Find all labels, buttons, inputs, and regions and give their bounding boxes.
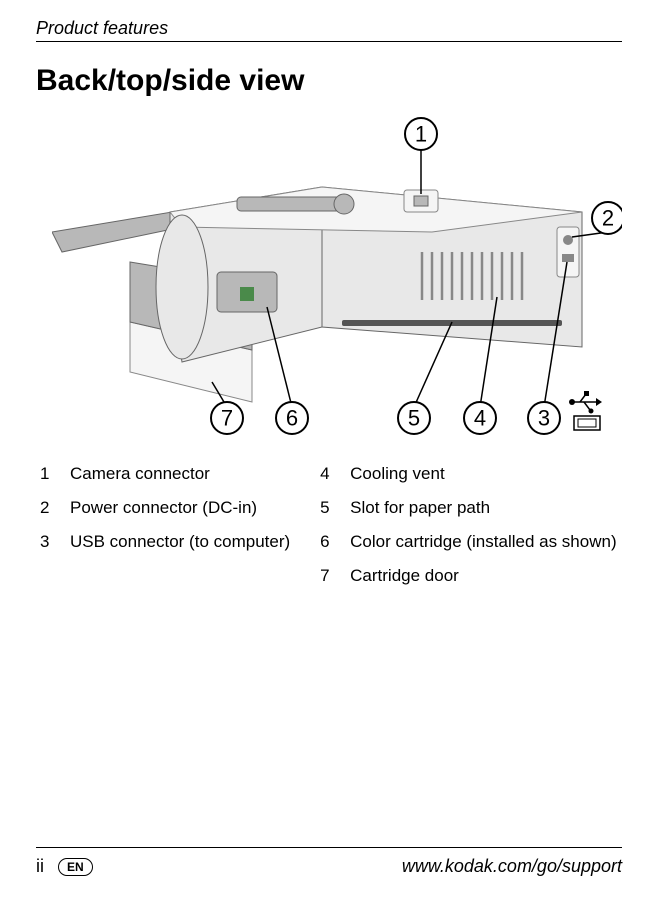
lang-badge: EN xyxy=(58,858,93,876)
legend-num: 6 xyxy=(320,532,332,552)
legend-label: USB connector (to computer) xyxy=(70,532,290,552)
legend-label: Color cartridge (installed as shown) xyxy=(350,532,616,552)
legend-item: 6 Color cartridge (installed as shown) xyxy=(320,532,616,552)
legend: 1 Camera connector 2 Power connector (DC… xyxy=(36,464,622,586)
footer: ii EN www.kodak.com/go/support xyxy=(36,847,622,877)
callout-1: 1 xyxy=(405,118,437,150)
legend-label: Power connector (DC-in) xyxy=(70,498,257,518)
svg-text:5: 5 xyxy=(408,406,420,431)
legend-left-column: 1 Camera connector 2 Power connector (DC… xyxy=(40,464,290,586)
section-title: Back/top/side view xyxy=(36,64,622,98)
callout-5: 5 xyxy=(398,402,430,434)
svg-text:4: 4 xyxy=(474,406,486,431)
legend-num: 3 xyxy=(40,532,52,552)
left-end-cap xyxy=(156,215,208,359)
svg-text:3: 3 xyxy=(538,406,550,431)
legend-item: 3 USB connector (to computer) xyxy=(40,532,290,552)
dc-port xyxy=(563,235,573,245)
svg-text:7: 7 xyxy=(221,406,233,431)
callout-7: 7 xyxy=(211,402,243,434)
support-url: www.kodak.com/go/support xyxy=(402,856,622,877)
camera-connector-slot xyxy=(414,196,428,206)
legend-label: Cooling vent xyxy=(350,464,445,484)
legend-num: 5 xyxy=(320,498,332,518)
legend-item: 4 Cooling vent xyxy=(320,464,616,484)
header-rule xyxy=(36,41,622,42)
usb-icon xyxy=(569,391,602,430)
top-dial xyxy=(334,194,354,214)
legend-label: Camera connector xyxy=(70,464,210,484)
footer-rule xyxy=(36,847,622,848)
printer-diagram: 1 2 3 4 5 6 7 xyxy=(52,112,622,442)
legend-label: Cartridge door xyxy=(350,566,459,586)
diagram-container: 1 2 3 4 5 6 7 xyxy=(36,112,622,442)
cartridge-tab xyxy=(240,287,254,301)
svg-text:6: 6 xyxy=(286,406,298,431)
svg-text:1: 1 xyxy=(415,122,427,147)
legend-label: Slot for paper path xyxy=(350,498,490,518)
legend-num: 2 xyxy=(40,498,52,518)
callout-3: 3 xyxy=(528,402,560,434)
legend-item: 1 Camera connector xyxy=(40,464,290,484)
legend-right-column: 4 Cooling vent 5 Slot for paper path 6 C… xyxy=(320,464,616,586)
page-number: ii xyxy=(36,856,44,877)
legend-item: 7 Cartridge door xyxy=(320,566,616,586)
legend-num: 7 xyxy=(320,566,332,586)
callout-2: 2 xyxy=(592,202,622,234)
usb-port xyxy=(562,254,574,262)
callout-6: 6 xyxy=(276,402,308,434)
callout-4: 4 xyxy=(464,402,496,434)
svg-text:2: 2 xyxy=(602,206,614,231)
top-controls xyxy=(237,197,347,211)
legend-item: 5 Slot for paper path xyxy=(320,498,616,518)
legend-num: 1 xyxy=(40,464,52,484)
legend-item: 2 Power connector (DC-in) xyxy=(40,498,290,518)
ports-panel xyxy=(557,227,579,277)
header-label: Product features xyxy=(36,18,622,39)
legend-num: 4 xyxy=(320,464,332,484)
